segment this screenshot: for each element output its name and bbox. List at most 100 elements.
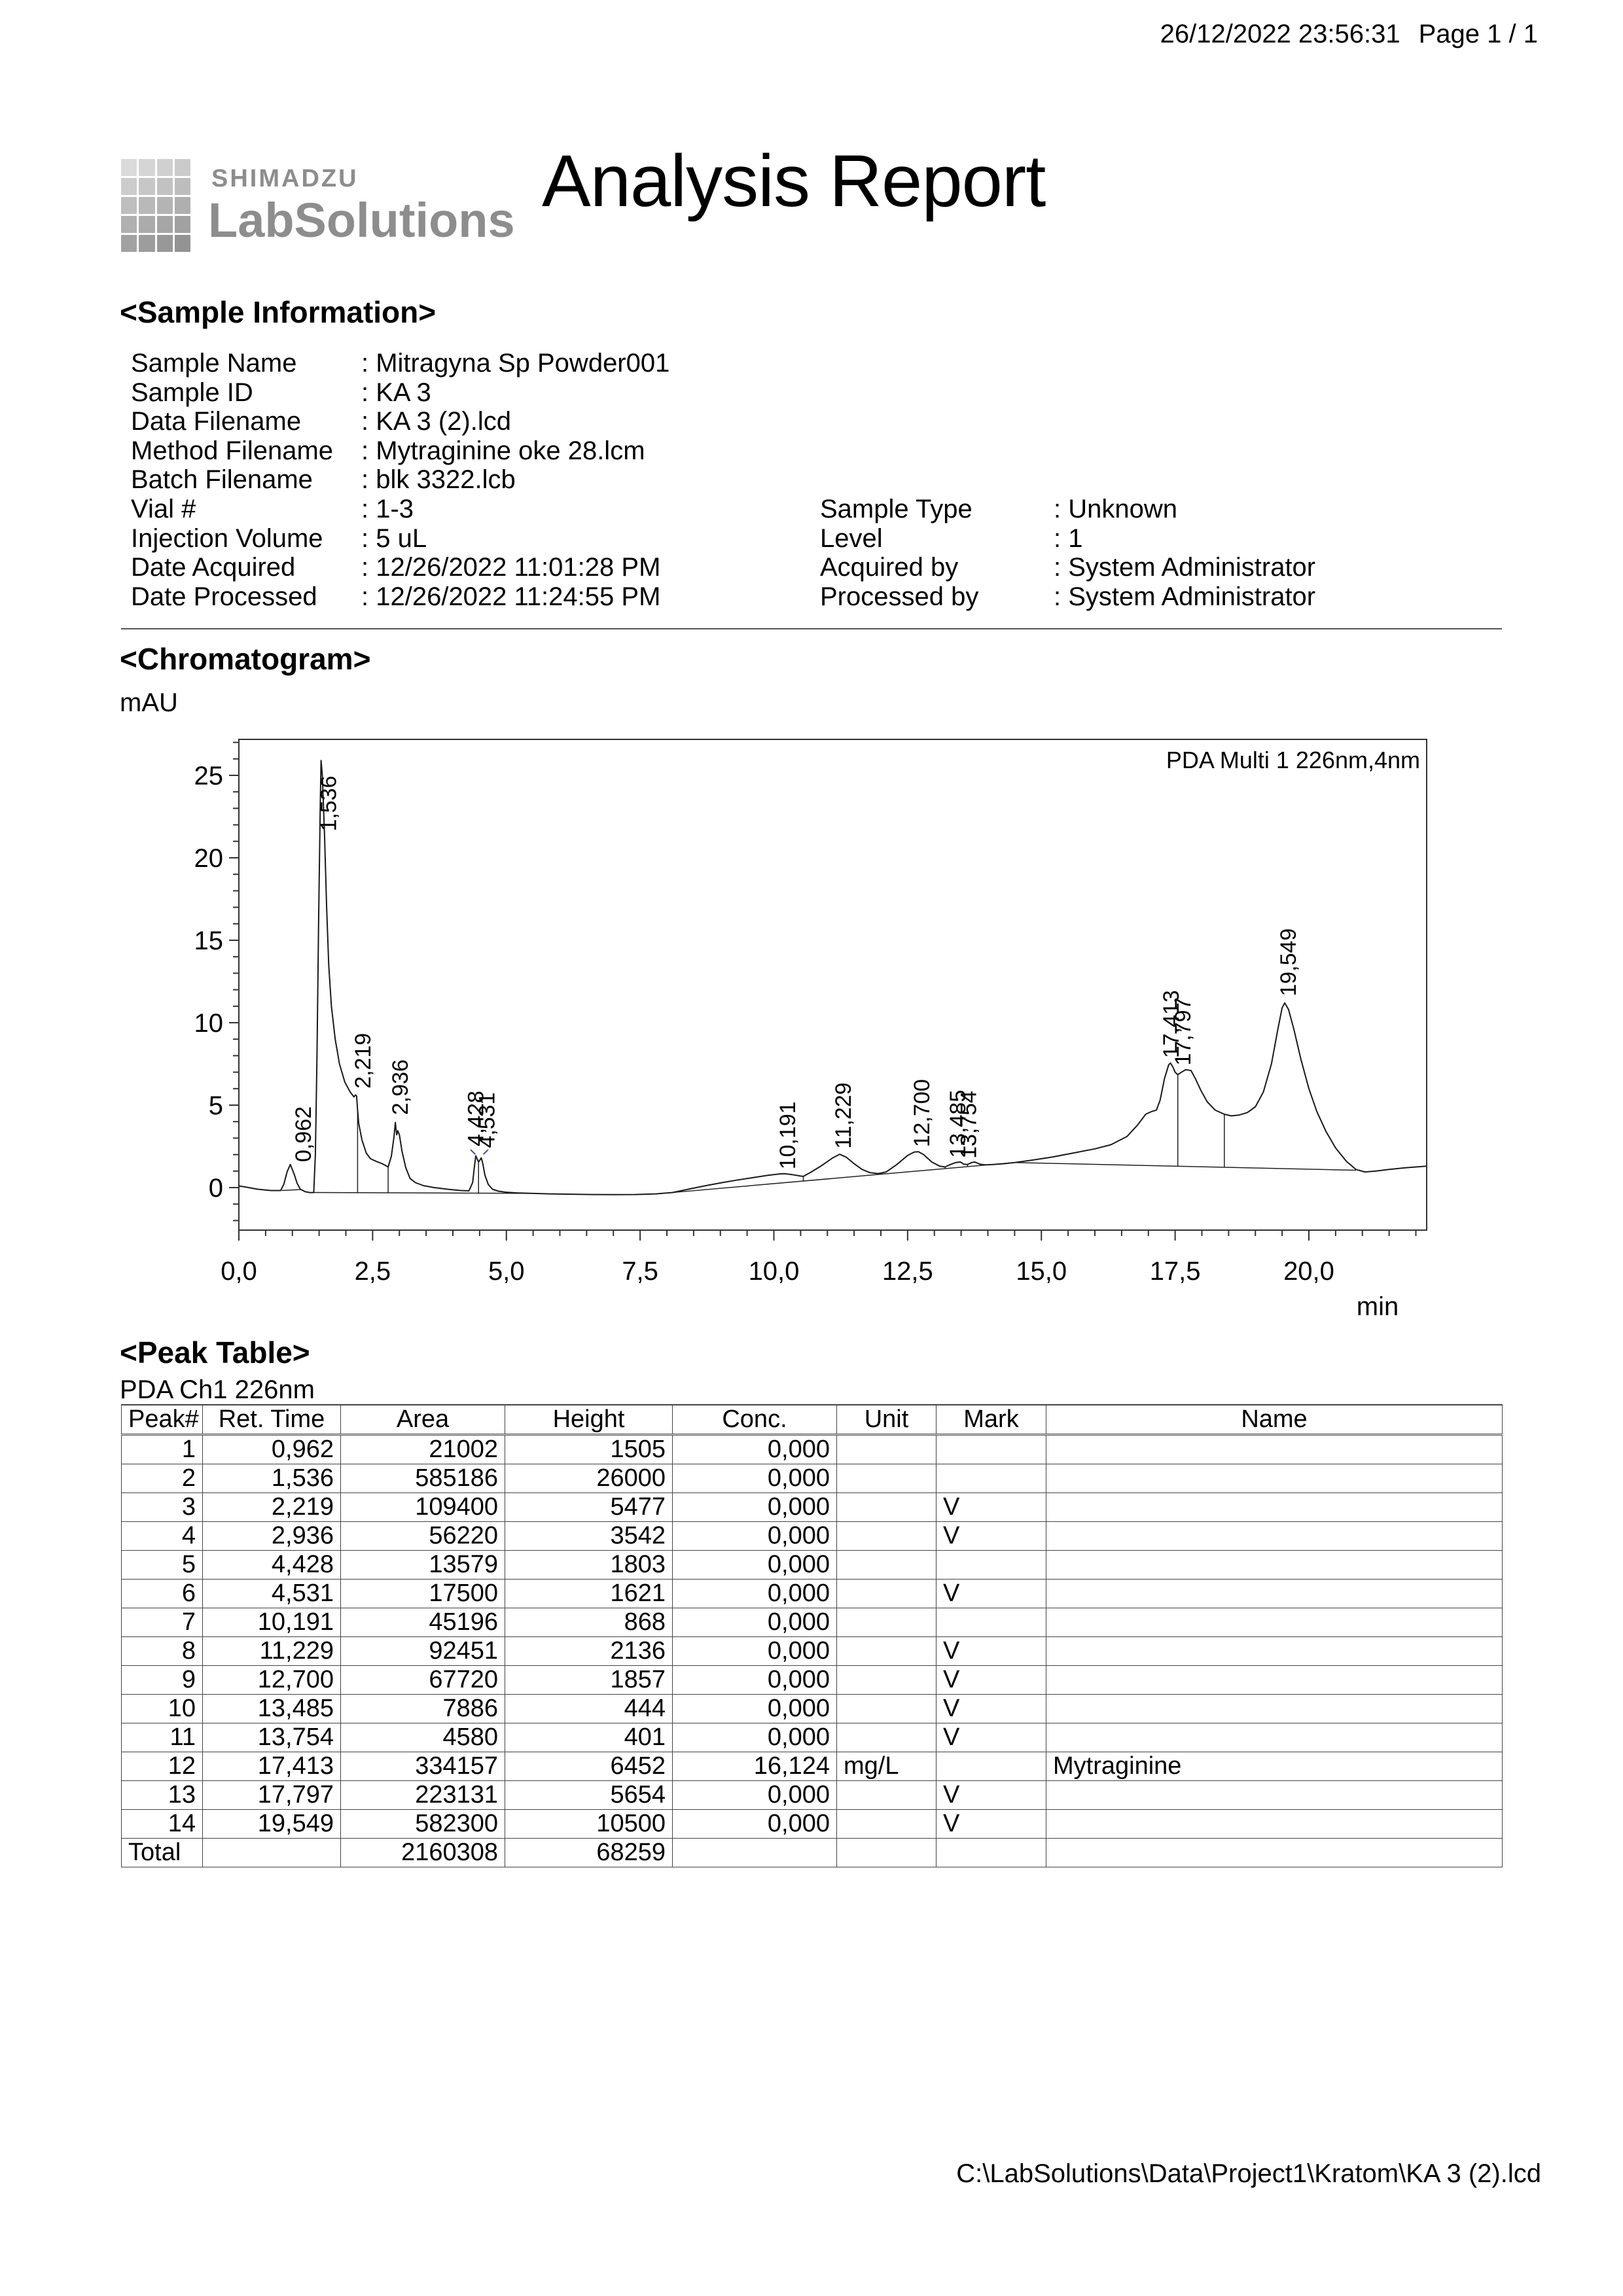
table-cell: 8 [121,1636,203,1666]
peak-retention-label: 2,219 [351,1033,376,1089]
brand-labsolutions: LabSolutions [208,193,515,247]
table-cell: 0,000 [672,1464,837,1493]
table-cell: 4 [121,1521,203,1551]
y-tick-label: 15 [194,927,224,955]
table-cell [1046,1492,1503,1522]
peak-table: Peak# Ret. Time Area Height Conc. Unit Mark Nam… [121,1404,1503,1867]
x-axis-ticks: 0,0 2,5 5,0 7,5 10,0 12,5 15,0 17,5 20,0 min [221,1230,1417,1321]
table-cell: 4580 [340,1723,505,1752]
table-cell [1046,1809,1503,1839]
table-row: 7 10,191 45196 868 0,000 [121,1608,1503,1637]
table-cell [836,1636,936,1666]
table-cell: 10500 [505,1809,673,1839]
y-tick-label: 5 [209,1091,223,1120]
table-cell: 1505 [505,1434,673,1464]
table-row: 8 11,229 92451 2136 0,000 V [121,1636,1503,1666]
page-number: Page 1 / 1 [1418,20,1538,48]
page-header: 26/12/2022 23:56:31 Page 1 / 1 [1160,20,1538,49]
plot-border [238,739,1427,1231]
table-cell: 585186 [340,1464,505,1493]
table-cell: 45196 [340,1608,505,1637]
peak-retention-label: 4,531 [475,1092,500,1148]
table-cell: 0,000 [672,1550,837,1580]
table-row: 13 17,797 223131 5654 0,000 V [121,1780,1503,1810]
x-tick-label: 0,0 [221,1257,257,1286]
channel-label: PDA Ch1 226nm [120,1375,315,1404]
table-cell: 11,229 [202,1636,341,1666]
chromatogram-heading: <Chromatogram> [120,642,371,676]
table-cell: V [936,1492,1046,1522]
sample-information-right-column: Sample Type: Unknown Level: 1 Acquired by:… [820,495,1507,619]
total-row: Total 2160308 68259 [121,1838,1503,1867]
table-cell: 26000 [505,1464,673,1493]
x-axis-unit-label: min [1357,1292,1399,1321]
info-value: : 5 uL [361,523,427,553]
table-cell: V [936,1780,1046,1810]
table-cell: 0,000 [672,1608,837,1637]
table-cell: 0,000 [672,1809,837,1839]
table-cell: 2,936 [202,1521,341,1551]
table-cell: 12 [121,1752,203,1781]
table-cell: 13579 [340,1550,505,1580]
table-cell: 109400 [340,1492,505,1522]
table-row: 10 13,485 7886 444 0,000 V [121,1694,1503,1723]
peak-retention-label: 17,413 [1159,990,1184,1058]
logo-tile [121,216,137,233]
table-cell: 4,531 [202,1579,341,1608]
table-cell: 10,191 [202,1608,341,1637]
logo-tile [121,197,137,214]
table-row: 5 4,428 13579 1803 0,000 [121,1550,1503,1580]
peak-retention-label: 1,536 [317,776,342,832]
logo-tile [156,197,173,214]
sample-information-heading: <Sample Information> [120,295,437,329]
table-cell: 0,000 [672,1492,837,1522]
info-label: Batch Filename [131,465,313,495]
table-cell: V [936,1809,1046,1839]
table-cell: 17,413 [202,1752,341,1781]
y-tick-label: 0 [209,1174,223,1203]
y-axis-unit-label: mAU [120,688,178,717]
table-cell: 2 [121,1464,203,1493]
logo-tile [156,235,173,252]
table-cell: 2,219 [202,1492,341,1522]
logo-tile [174,197,190,214]
peak-retention-label: 12,700 [910,1079,935,1147]
table-cell: V [936,1579,1046,1608]
table-cell: 401 [505,1723,673,1752]
table-cell: 0,000 [672,1780,837,1810]
table-cell [1046,1636,1503,1666]
peak-retention-label: 10,191 [776,1101,800,1169]
info-value: : KA 3 [361,378,431,407]
table-cell: V [936,1636,1046,1666]
table-row: 11 13,754 4580 401 0,000 V [121,1723,1503,1752]
section-divider [121,628,1502,629]
table-cell: 444 [505,1694,673,1723]
table-cell: 9 [121,1665,203,1695]
x-tick-label: 20,0 [1283,1257,1334,1286]
table-cell: 6 [121,1579,203,1608]
table-cell [1046,1434,1503,1464]
info-value: : KA 3 (2).lcd [361,407,511,436]
logo-tile [156,159,173,176]
table-cell [836,1464,936,1493]
table-cell: 11 [121,1723,203,1752]
table-cell: 7 [121,1608,203,1637]
table-row: 6 4,531 17500 1621 0,000 V [121,1579,1503,1608]
table-cell: 1 [121,1434,203,1464]
column-header: Height [505,1404,673,1436]
info-label: Level [820,523,883,553]
table-cell [936,1434,1046,1464]
logo-tile [121,235,137,252]
table-cell: 0,000 [672,1521,837,1551]
table-cell [836,1521,936,1551]
y-tick-label: 20 [194,844,224,873]
table-cell [836,1780,936,1810]
logo-tile [174,216,190,233]
report-title: Analysis Report [542,140,1046,222]
peak-retention-label: 19,549 [1276,928,1301,997]
info-label: Date Processed [131,582,317,611]
table-cell: 19,549 [202,1809,341,1839]
logo-tile [139,235,155,252]
column-header: Conc. [672,1404,837,1436]
